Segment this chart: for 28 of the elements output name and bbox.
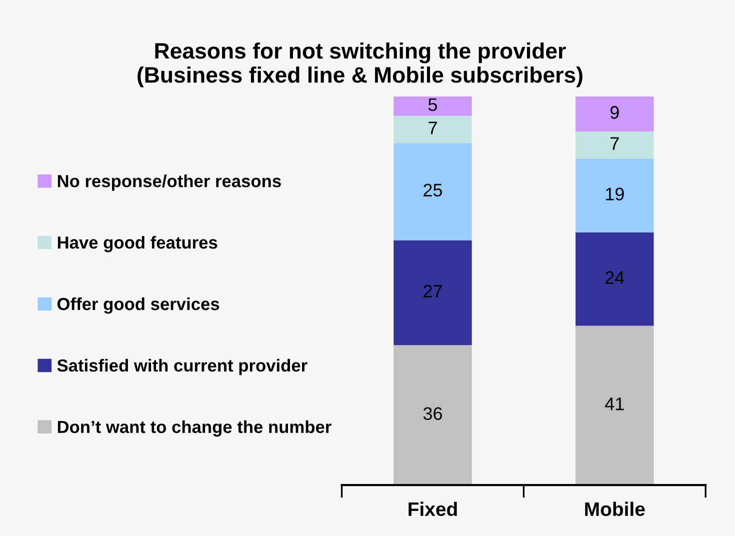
bar xyxy=(394,240,472,346)
bar xyxy=(394,96,472,116)
data-label: 41 xyxy=(605,398,624,410)
x-tick-label: Fixed xyxy=(408,502,457,516)
data-label: 36 xyxy=(423,407,442,420)
data-label: 5 xyxy=(428,98,437,112)
x-tick-label: Mobile xyxy=(585,502,645,516)
data-label: 7 xyxy=(610,137,619,150)
bar xyxy=(576,131,654,159)
chart-title: Reasons for not switching the provider (Business fixed line & Mobile subscribers) xyxy=(138,42,582,88)
bar xyxy=(576,232,654,326)
data-label: 7 xyxy=(428,122,437,134)
legend-label: Satisfied with current provider xyxy=(57,358,308,376)
legend-label: Have good features xyxy=(58,236,218,252)
bar xyxy=(576,158,654,232)
data-label: 19 xyxy=(606,188,624,200)
bar xyxy=(576,326,654,486)
legend-label: Offer good services xyxy=(57,297,220,314)
data-label: 25 xyxy=(424,184,442,197)
bar xyxy=(394,143,472,240)
data-label: 9 xyxy=(610,106,619,119)
legend-label: Don’t want to change the number xyxy=(58,420,332,437)
bar xyxy=(394,345,472,486)
bar xyxy=(394,116,472,144)
data-label: 24 xyxy=(606,271,624,284)
bar xyxy=(576,96,654,132)
legend-label: No response/other reasons xyxy=(58,174,281,191)
data-label: 27 xyxy=(424,284,442,298)
